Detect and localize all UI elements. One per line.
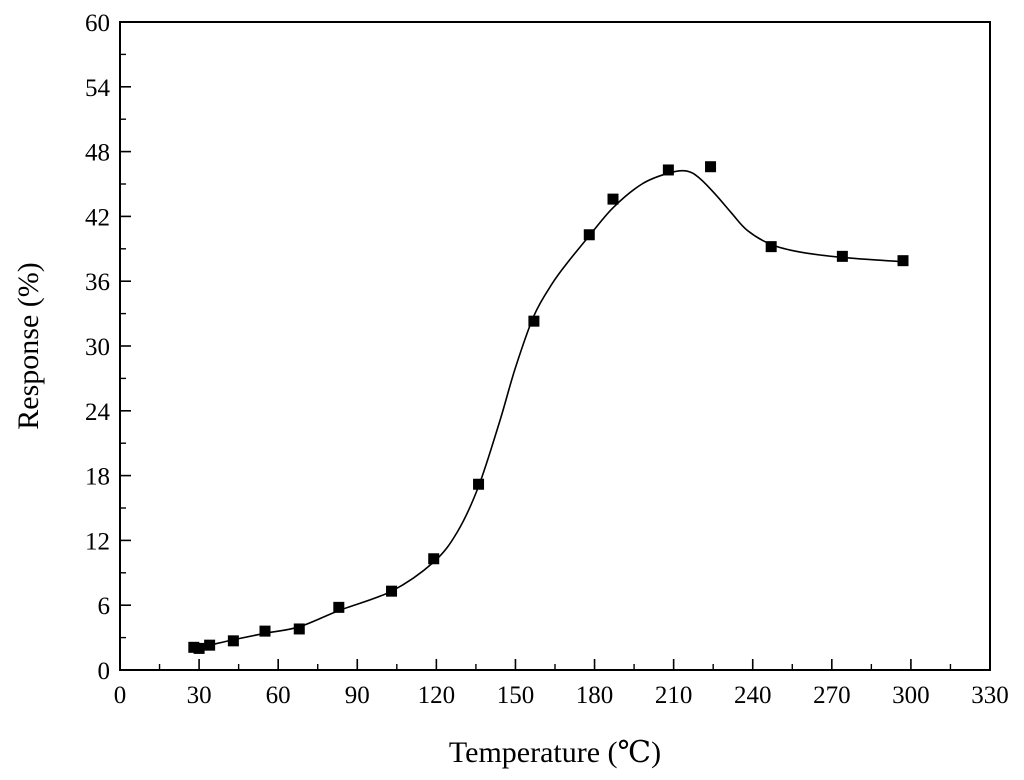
y-tick-label: 36 <box>85 269 110 296</box>
data-point <box>193 642 205 654</box>
x-tick-label: 30 <box>187 682 212 709</box>
x-tick-label: 210 <box>655 682 693 709</box>
data-point <box>227 635 239 647</box>
y-tick-label: 54 <box>85 75 111 102</box>
data-point <box>204 639 216 651</box>
y-tick-label: 24 <box>85 399 111 426</box>
y-tick-label: 42 <box>85 204 110 231</box>
x-tick-label: 60 <box>266 682 291 709</box>
data-point <box>333 601 345 613</box>
x-tick-label: 180 <box>576 682 614 709</box>
x-tick-label: 240 <box>734 682 772 709</box>
x-tick-label: 270 <box>813 682 851 709</box>
y-tick-label: 12 <box>85 528 110 555</box>
data-point <box>293 623 305 635</box>
y-tick-label: 48 <box>85 140 110 167</box>
data-point <box>583 229 595 241</box>
x-axis-ticks: 0 30 60 90 120 150 180 210 240 270 300 330 <box>114 659 1009 709</box>
x-tick-label: 0 <box>114 682 127 709</box>
x-tick-label: 330 <box>971 682 1009 709</box>
data-point <box>836 250 848 262</box>
data-point <box>473 478 485 490</box>
y-tick-label: 30 <box>85 334 110 361</box>
y-axis-title: Response (%) <box>12 262 45 429</box>
data-point <box>528 315 540 327</box>
x-tick-label: 120 <box>418 682 456 709</box>
data-points <box>188 161 909 654</box>
y-tick-label: 18 <box>85 464 110 491</box>
data-point <box>705 161 717 173</box>
x-tick-label: 150 <box>497 682 535 709</box>
data-point <box>428 553 440 565</box>
data-point <box>259 625 271 637</box>
data-point <box>607 193 619 205</box>
data-point <box>662 164 674 176</box>
data-point <box>765 241 777 253</box>
y-tick-label: 60 <box>85 10 110 37</box>
x-tick-label: 90 <box>345 682 370 709</box>
y-tick-label: 0 <box>98 658 111 685</box>
x-axis-title: Temperature (℃) <box>449 736 661 769</box>
data-point <box>386 585 398 597</box>
fit-curve-line <box>193 169 904 651</box>
y-tick-label: 6 <box>98 593 111 620</box>
x-tick-label: 300 <box>892 682 930 709</box>
plot-frame <box>119 21 991 671</box>
data-point <box>897 255 909 267</box>
y-axis-ticks: 0 6 12 18 24 30 36 42 48 54 60 <box>85 10 131 685</box>
